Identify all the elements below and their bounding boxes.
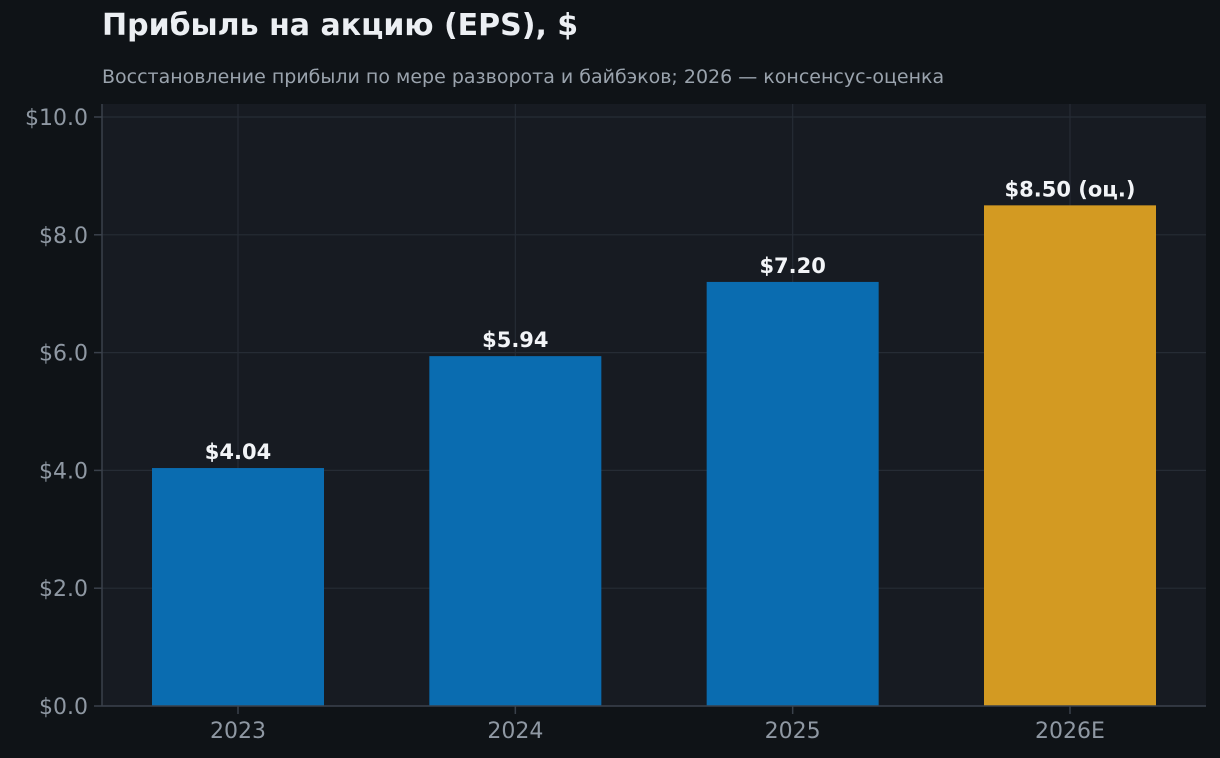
data-label-2024: $5.94 [482,328,548,352]
y-tick-label: $8.0 [39,224,88,249]
bar-2025 [706,281,879,706]
y-tick-label: $4.0 [39,459,88,484]
x-tick-label: 2023 [210,719,266,744]
y-tick-label: $0.0 [39,695,88,720]
x-tick-label: 2026E [1035,719,1105,744]
bar-2026e [984,205,1156,706]
chart-subtitle: Восстановление прибыли по мере разворота… [102,66,945,88]
chart-title: Прибыль на акцию (EPS), $ [102,8,579,43]
x-tick-label: 2025 [765,719,821,744]
y-tick-label: $6.0 [39,342,88,367]
y-tick-label: $10.0 [25,106,88,131]
data-label-2023: $4.04 [205,440,271,464]
y-tick-label: $2.0 [39,577,88,602]
x-tick-label: 2024 [487,719,543,744]
data-label-2026e: $8.50 (оц.) [1005,177,1136,201]
bar-2023 [152,468,324,706]
data-label-2025: $7.20 [759,254,825,278]
bar-2024 [429,356,602,706]
